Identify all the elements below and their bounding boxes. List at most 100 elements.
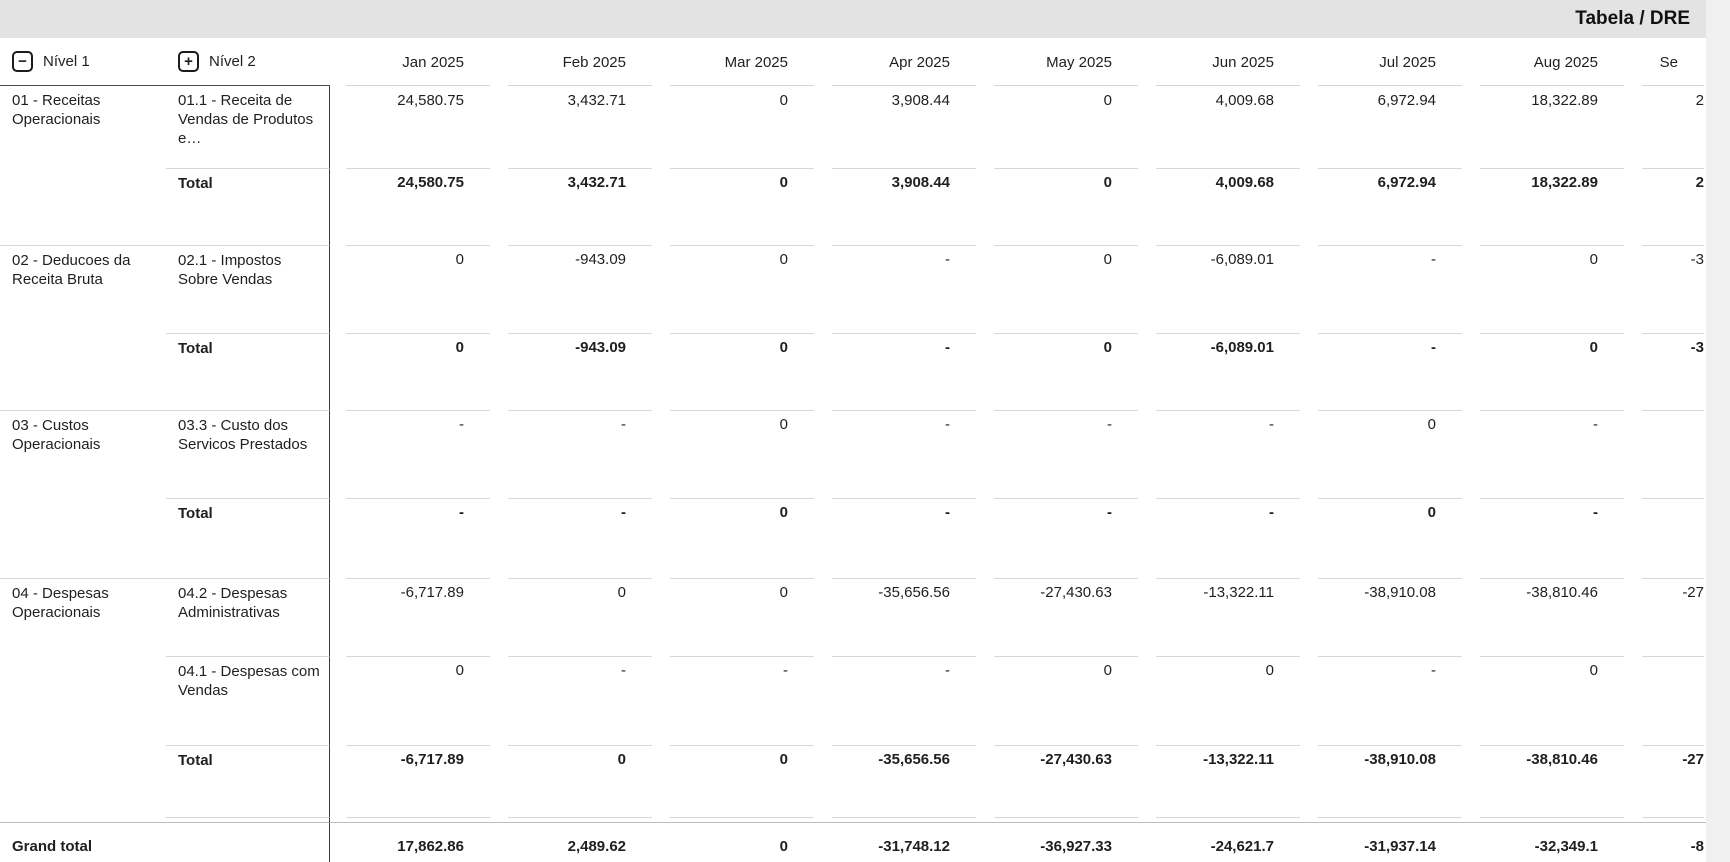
value-cell: 0 — [978, 245, 1140, 333]
value-cell: -27,430.63 — [978, 578, 1140, 656]
nivel2-cell: 01.1 - Receita de Vendas de Produtos e… — [166, 86, 330, 168]
total-cell: 3,432.71 — [492, 168, 654, 245]
value-cell: - — [816, 245, 978, 333]
pivot-table: − Nível 1 + Nível 2 Jan 2025 Feb 2025 Ma… — [0, 38, 1706, 862]
spacer-cell — [1302, 817, 1464, 822]
value-cell: 0 — [330, 656, 492, 745]
value-cell: - — [330, 410, 492, 498]
total-label-cell: Total — [166, 333, 330, 410]
total-cell: - — [1140, 498, 1302, 578]
value-cell: - — [1302, 245, 1464, 333]
vertical-scrollbar-track[interactable] — [1706, 0, 1730, 862]
total-cell: 0 — [654, 333, 816, 410]
grand-total-cell: 0 — [654, 822, 816, 862]
table-row: 01 - Receitas Operacionais 01.1 - Receit… — [0, 86, 1706, 168]
grand-total-cell: -31,937.14 — [1302, 822, 1464, 862]
total-cell: -6,717.89 — [330, 745, 492, 817]
total-cell: -38,910.08 — [1302, 745, 1464, 817]
month-header-jan: Jan 2025 — [330, 38, 492, 86]
total-cell: 6,972.94 — [1302, 168, 1464, 245]
spacer-cell — [1464, 817, 1626, 822]
nivel1-header-cell: − Nível 1 — [0, 38, 166, 86]
chart-title: Tabela / DRE — [1575, 8, 1690, 29]
value-cell-clipped — [1626, 410, 1706, 498]
total-cell: 0 — [978, 333, 1140, 410]
value-cell: 3,432.71 — [567, 92, 626, 109]
total-cell: -38,810.46 — [1464, 745, 1626, 817]
grand-total-separator — [0, 817, 1706, 822]
total-cell: 0 — [492, 745, 654, 817]
month-header-may: May 2025 — [978, 38, 1140, 86]
value-cell: - — [978, 410, 1140, 498]
total-cell: 0 — [654, 168, 816, 245]
value-cell: - — [1140, 410, 1302, 498]
total-cell: -27,430.63 — [978, 745, 1140, 817]
total-row: Total 0 -943.09 0 - 0 -6,089.01 - 0 -3 — [0, 333, 1706, 410]
value-cell-clipped: -3 — [1626, 245, 1706, 333]
value-cell: - — [654, 656, 816, 745]
grand-total-row: Grand total 17,862.86 2,489.62 0 -31,748… — [0, 822, 1706, 862]
spacer-cell — [1140, 817, 1302, 822]
value-cell: 0 — [492, 578, 654, 656]
nivel2-header-label: Nível 2 — [209, 53, 256, 70]
spacer-cell — [330, 817, 492, 822]
total-cell: -35,656.56 — [816, 745, 978, 817]
grand-total-label-cell: Grand total — [0, 822, 330, 862]
total-cell: - — [1302, 333, 1464, 410]
nivel1-cell: 04 - Despesas Operacionais — [0, 578, 166, 817]
total-cell: 3,908.44 — [816, 168, 978, 245]
value-cell: 0 — [330, 245, 492, 333]
nivel1-cell: 02 - Deducoes da Receita Bruta — [0, 245, 166, 410]
total-cell: -6,089.01 — [1140, 333, 1302, 410]
nivel2-cell: 02.1 - Impostos Sobre Vendas — [166, 245, 330, 333]
month-header-jul: Jul 2025 — [1302, 38, 1464, 86]
month-header-aug: Aug 2025 — [1464, 38, 1626, 86]
total-cell-clipped: -3 — [1626, 333, 1706, 410]
value-cell: -6,717.89 — [330, 578, 492, 656]
table-row: 03 - Custos Operacionais 03.3 - Custo do… — [0, 410, 1706, 498]
table-row: 04.1 - Despesas com Vendas 0 - - - 0 0 -… — [0, 656, 1706, 745]
nivel1-cell: 01 - Receitas Operacionais — [12, 92, 101, 128]
value-cell-clipped: 2 — [1695, 92, 1704, 109]
total-cell: -13,322.11 — [1140, 745, 1302, 817]
grand-total-cell: -36,927.33 — [978, 822, 1140, 862]
total-row: Total 24,580.75 3,432.71 0 3,908.44 0 4,… — [0, 168, 1706, 245]
nivel1-cell: 03 - Custos Operacionais — [0, 410, 166, 578]
value-cell-clipped — [1626, 656, 1706, 745]
value-cell: 24,580.75 — [397, 92, 464, 109]
table-row: 04 - Despesas Operacionais 04.2 - Despes… — [0, 578, 1706, 656]
value-cell: - — [492, 410, 654, 498]
total-cell-clipped — [1626, 498, 1706, 578]
value-cell: 0 — [654, 245, 816, 333]
nivel2-cell: 04.1 - Despesas com Vendas — [166, 656, 330, 745]
total-cell: 24,580.75 — [330, 168, 492, 245]
chart-title-bar: Tabela / DRE — [0, 0, 1706, 38]
total-row: Total - - 0 - - - 0 - — [0, 498, 1706, 578]
value-cell: 0 — [1464, 245, 1626, 333]
grand-total-cell: -31,748.12 — [816, 822, 978, 862]
value-cell: 6,972.94 — [1377, 92, 1436, 109]
expand-nivel2-button[interactable]: + — [178, 51, 199, 72]
total-label-cell: Total — [166, 498, 330, 578]
value-cell: -35,656.56 — [816, 578, 978, 656]
total-cell: -943.09 — [492, 333, 654, 410]
total-cell: 4,009.68 — [1140, 168, 1302, 245]
spacer-cell — [1626, 817, 1706, 822]
total-cell: - — [1464, 498, 1626, 578]
month-header-feb: Feb 2025 — [492, 38, 654, 86]
total-cell: 0 — [330, 333, 492, 410]
grand-total-cell: 2,489.62 — [492, 822, 654, 862]
value-cell: 0 — [1140, 656, 1302, 745]
grand-total-cell-clipped: -8 — [1626, 822, 1706, 862]
value-cell: 0 — [978, 656, 1140, 745]
spacer-cell — [654, 817, 816, 822]
value-cell: 4,009.68 — [1215, 92, 1274, 109]
value-cell-clipped: -27 — [1626, 578, 1706, 656]
collapse-nivel1-button[interactable]: − — [12, 51, 33, 72]
total-cell: - — [492, 498, 654, 578]
value-cell: 0 — [779, 92, 788, 109]
nivel1-header-label: Nível 1 — [43, 53, 90, 70]
total-cell-clipped: -27 — [1626, 745, 1706, 817]
spacer-cell — [492, 817, 654, 822]
